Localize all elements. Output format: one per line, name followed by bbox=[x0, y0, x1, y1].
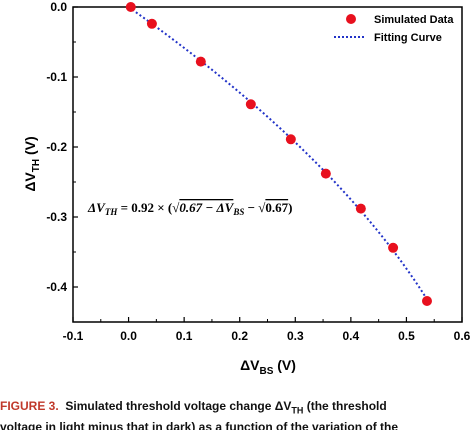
data-point bbox=[146, 18, 157, 29]
caption-label: FIGURE 3. bbox=[0, 399, 59, 413]
data-point bbox=[245, 99, 256, 110]
data-point bbox=[125, 2, 136, 12]
x-tick-label: 0.6 bbox=[454, 329, 471, 343]
plot-frame bbox=[72, 6, 463, 323]
y-tick-label: -0.4 bbox=[46, 280, 67, 294]
caption-line-1: FIGURE 3. Simulated threshold voltage ch… bbox=[0, 398, 474, 419]
legend-marker-simulated-data bbox=[346, 14, 356, 24]
data-point bbox=[195, 56, 206, 67]
y-tick-label: 0.0 bbox=[50, 0, 67, 14]
figure-caption: FIGURE 3. Simulated threshold voltage ch… bbox=[0, 398, 474, 430]
legend: Simulated Data Fitting Curve bbox=[334, 14, 454, 44]
data-point bbox=[388, 242, 399, 253]
data-point bbox=[320, 168, 331, 179]
x-axis-label: ΔVBS (V) bbox=[240, 357, 296, 377]
x-tick-label: 0.0 bbox=[120, 329, 137, 343]
y-axis-label: ΔVTH (V) bbox=[22, 136, 42, 191]
x-tick-label: 0.2 bbox=[231, 329, 248, 343]
x-tick-label: -0.1 bbox=[63, 329, 84, 343]
x-tick-label: 0.5 bbox=[398, 329, 415, 343]
fitting-curve-line bbox=[127, 6, 430, 303]
data-point bbox=[355, 203, 366, 214]
x-tick-label: 0.4 bbox=[343, 329, 360, 343]
data-point bbox=[285, 134, 296, 145]
caption-subscript: TH bbox=[291, 405, 304, 416]
y-tick-label: -0.3 bbox=[46, 210, 67, 224]
x-tick-label: 0.1 bbox=[176, 329, 193, 343]
equation-annotation: ΔVTH = 0.92 × (√0.67 − ΔVBS − √0.67) bbox=[87, 200, 292, 217]
chart: -0.1 0.0 0.1 0.2 0.3 0.4 0.5 0.6 0.0 -0.1 -0.2 -0.3… bbox=[22, 0, 471, 377]
plot-area: -0.1 0.0 0.1 0.2 0.3 0.4 0.5 0.6 0.0 -0.1 -0.2 -0.3… bbox=[46, 0, 470, 343]
x-tick-label: 0.3 bbox=[287, 329, 304, 343]
data-point bbox=[421, 296, 432, 306]
caption-text-1b: (the threshold bbox=[303, 399, 387, 413]
y-tick-label: -0.2 bbox=[46, 140, 67, 154]
legend-label-simulated-data: Simulated Data bbox=[374, 14, 454, 26]
caption-text-1: Simulated threshold voltage change ΔV bbox=[65, 399, 292, 413]
legend-label-fitting-curve: Fitting Curve bbox=[374, 32, 442, 44]
caption-line-2: voltage in light minus that in dark) as … bbox=[0, 420, 399, 430]
y-tick-label: -0.1 bbox=[46, 70, 67, 84]
